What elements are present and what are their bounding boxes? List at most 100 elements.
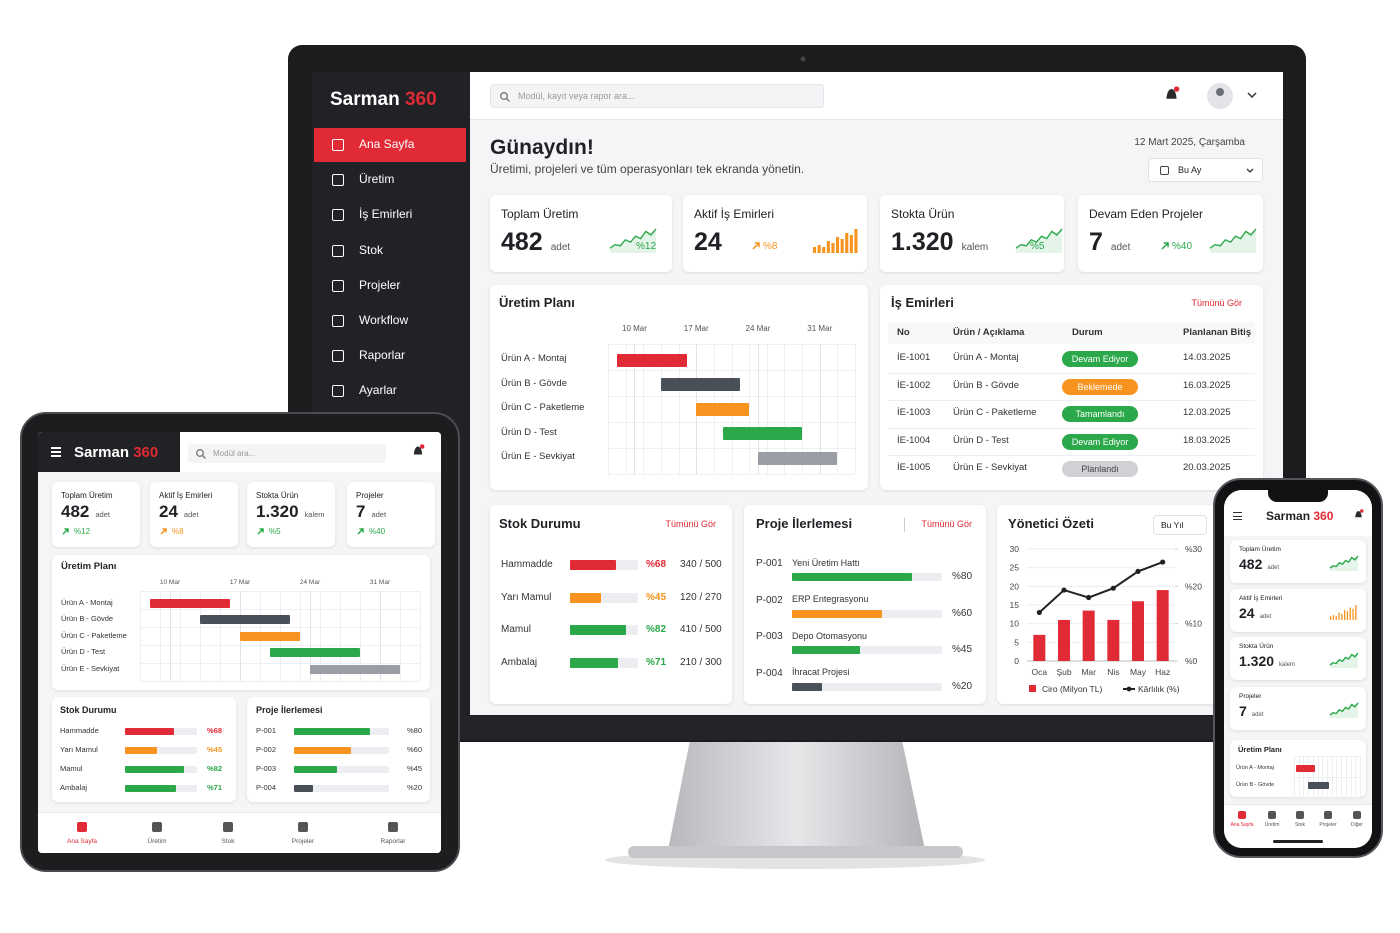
sidebar-icon xyxy=(332,209,344,222)
nav-item[interactable]: Projeler xyxy=(1314,805,1342,841)
nav-label: Stok xyxy=(1294,822,1306,828)
grid-row-line xyxy=(608,448,855,450)
see-all-link[interactable]: Tümünü Gör xyxy=(1191,298,1242,308)
spark-line xyxy=(609,228,657,249)
y2-tick-label: %30 xyxy=(1185,544,1202,554)
stock-bar xyxy=(125,784,177,792)
grid-row-line xyxy=(1294,797,1360,799)
nav-icon xyxy=(1353,811,1361,819)
order-no: İE-1002 xyxy=(897,379,931,391)
row-divider xyxy=(888,455,1255,456)
project-bar xyxy=(792,573,912,581)
task-label: Ürün B - Gövde xyxy=(501,377,567,389)
nav-item[interactable]: Üretim xyxy=(132,813,182,853)
brand: Sarman 360 xyxy=(74,444,158,461)
spark-bar xyxy=(1332,615,1335,620)
nav-item[interactable]: Projeler xyxy=(278,813,328,853)
see-all-link[interactable]: Tümünü Gör xyxy=(921,519,972,529)
see-all-link[interactable]: Tümünü Gör xyxy=(665,519,716,529)
tablet-header: Sarman 360 Modül ara... xyxy=(38,432,441,472)
trend-arrow xyxy=(160,528,167,535)
project-code: P-004 xyxy=(756,667,783,679)
search-box[interactable]: Modül ara... xyxy=(188,444,386,463)
avatar[interactable] xyxy=(1207,83,1233,109)
order-no: İE-1003 xyxy=(897,407,931,418)
y-tick-label: 15 xyxy=(1010,600,1020,610)
sidebar-item[interactable]: İş Emirleri xyxy=(314,198,466,232)
sidebar-icon xyxy=(332,174,344,187)
topbar: Modül, kayıt veya rapor ara... xyxy=(470,72,1283,120)
sidebar-item[interactable]: Stok xyxy=(314,234,466,268)
sidebar-label: Stok xyxy=(359,242,384,257)
gantt-bar xyxy=(616,353,688,367)
bell-body xyxy=(1355,510,1362,518)
kpi-unit: adet xyxy=(1259,614,1272,620)
nav-item[interactable]: Ana Sayfa xyxy=(1228,805,1256,841)
brand: Sarman 360 xyxy=(330,89,437,111)
sidebar-item[interactable]: Üretim xyxy=(314,163,466,197)
sparkline xyxy=(1329,702,1359,718)
sidebar-item[interactable]: Ayarlar xyxy=(314,374,466,408)
project-percent: %80 xyxy=(951,571,972,582)
line-series xyxy=(1038,561,1164,614)
project-percent: %80 xyxy=(406,725,422,735)
trend-arrow xyxy=(62,528,69,535)
project-percent: %45 xyxy=(951,644,972,655)
spark-bar xyxy=(822,247,826,253)
sidebar-item[interactable]: Ana Sayfa xyxy=(314,128,466,162)
kpi-change: %8 xyxy=(172,527,184,536)
spark-bar xyxy=(831,243,835,253)
kpi-value-row: 482 adet xyxy=(501,228,570,257)
nav-item[interactable]: Raporlar xyxy=(368,813,418,853)
status-label: Devam Ediyor xyxy=(1071,354,1129,364)
grid-cell-line xyxy=(784,343,786,475)
spark-line xyxy=(1015,228,1063,249)
gantt-bar xyxy=(696,402,750,416)
y-tick-label: 20 xyxy=(1010,581,1020,591)
search-placeholder: Modül ara... xyxy=(213,449,256,458)
sidebar-label: Üretim xyxy=(359,172,395,187)
status-label: Tamamlandı xyxy=(1075,409,1125,419)
kpi-label: Aktif İş Emirleri xyxy=(1239,595,1283,602)
kpi-label: Aktif İş Emirleri xyxy=(694,207,775,221)
arrow-path xyxy=(357,528,364,535)
grid-cell-line xyxy=(749,343,751,475)
kpi-card: Toplam Üretim 482 adet xyxy=(1230,540,1366,583)
sidebar-icon xyxy=(332,244,344,257)
nav-item[interactable]: Stok xyxy=(203,813,253,853)
period-select[interactable]: Bu Yıl xyxy=(1153,515,1207,535)
kpi-value: 482 xyxy=(61,502,90,521)
stock-percent: %68 xyxy=(646,559,667,570)
y-tick-label: 25 xyxy=(1010,563,1020,573)
nav-item[interactable]: Üretim xyxy=(1258,805,1286,841)
task-label: Ürün D - Test xyxy=(61,647,106,656)
sidebar-item[interactable]: Projeler xyxy=(314,269,466,303)
status-label: Beklemede xyxy=(1077,381,1123,392)
nav-item[interactable]: Stok xyxy=(1286,805,1314,841)
avatar-head xyxy=(1216,88,1224,96)
project-code: P-001 xyxy=(756,558,783,569)
trend-arrow xyxy=(257,528,264,535)
kpi-label: Toplam Üretim xyxy=(61,491,113,500)
card-title: Proje İlerlemesi xyxy=(256,705,323,715)
nav-item[interactable]: Diğer xyxy=(1343,805,1371,841)
menu-line xyxy=(51,451,61,453)
search-box[interactable]: Modül, kayıt veya rapor ara... xyxy=(490,84,824,108)
nav-item[interactable]: Ana Sayfa xyxy=(57,813,107,853)
spark-bar xyxy=(1349,607,1351,620)
x-tick-label: Nis xyxy=(1107,667,1119,677)
grid-row-line xyxy=(608,395,855,397)
kpi-value-row: 482 adet xyxy=(61,502,110,522)
sparkline xyxy=(1209,228,1257,253)
trend-arrow xyxy=(752,242,760,250)
period-select[interactable]: Bu Ay xyxy=(1148,158,1263,182)
stock-name: Hammadde xyxy=(60,725,99,735)
card-title: Üretim Planı xyxy=(499,295,575,310)
kpi-value: 7 xyxy=(356,502,366,521)
row-divider xyxy=(888,427,1255,429)
sidebar-item[interactable]: Raporlar xyxy=(314,339,466,373)
grid-line xyxy=(757,343,759,475)
bottom-nav: Ana Sayfa Üretim Stok Projeler Diğer xyxy=(1224,804,1372,848)
order-product: Ürün E - Sevkiyat xyxy=(953,462,1027,473)
sidebar-item[interactable]: Workflow xyxy=(314,304,466,338)
